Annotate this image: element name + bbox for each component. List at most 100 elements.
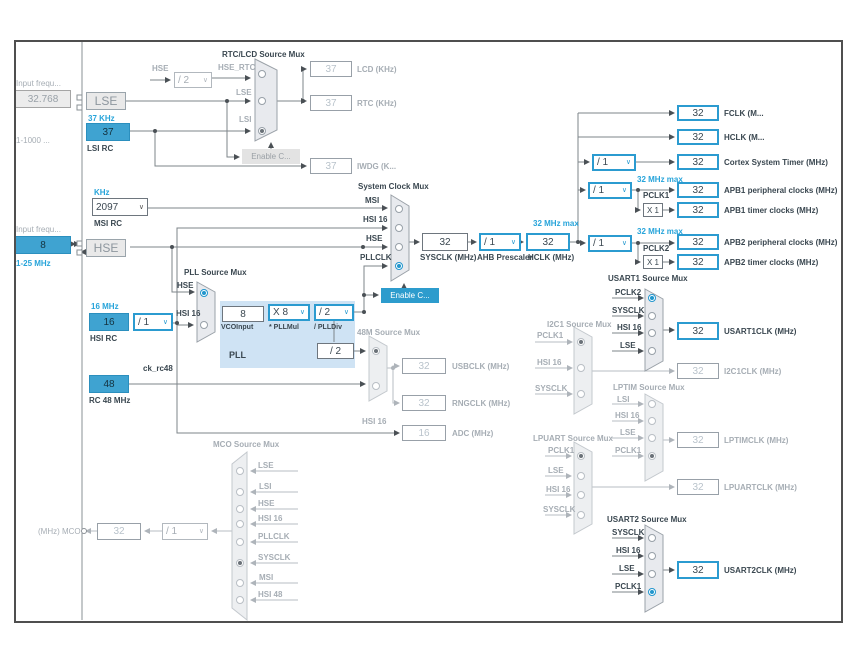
lptim-mux-radio-hsi16[interactable] <box>648 417 656 425</box>
apb2-clock-label: APB2 peripheral clocks (MHz) <box>724 238 838 247</box>
lpuart-lse-label: LSE <box>548 466 564 475</box>
pclk2-label: PCLK2 <box>643 244 670 253</box>
usart2-mux-radio-sysclk[interactable] <box>648 534 656 542</box>
lptim-lse-label: LSE <box>620 428 636 437</box>
lpuart-hsi16-label: HSI 16 <box>546 485 571 494</box>
mco-mux-radio-msi[interactable] <box>236 579 244 587</box>
pll-mux-radio-hse[interactable] <box>200 289 208 297</box>
usart1clk-label: USART1CLK (MHz) <box>724 327 797 336</box>
sys-mux-radio-msi[interactable] <box>395 205 403 213</box>
lsi-value-box: 37 <box>86 123 130 141</box>
sysclk-box[interactable]: 32 <box>422 233 468 251</box>
fclk-box[interactable]: 32 <box>677 105 719 121</box>
i2c1-mux-radio-pclk1[interactable] <box>577 338 585 346</box>
hse-input-freq-label: Input frequ... <box>16 225 61 234</box>
lptim-lsi-label: LSI <box>617 395 630 404</box>
mux48-radio-rc48[interactable] <box>372 382 380 390</box>
lptim-mux-radio-lse[interactable] <box>648 434 656 442</box>
ahb-prescaler-dropdown[interactable]: / 1 ∨ <box>479 233 521 251</box>
lpuart-mux-radio-sysclk[interactable] <box>577 511 585 519</box>
mux48-title: 48M Source Mux <box>357 328 421 337</box>
mco-divider-value: / 1 <box>166 526 178 537</box>
lpuart-mux-radio-lse[interactable] <box>577 472 585 480</box>
iwdg-clock-box: 37 <box>310 158 352 174</box>
mco-mux-radio-lsi[interactable] <box>236 488 244 496</box>
usart1clk-box[interactable]: 32 <box>677 322 719 340</box>
rngclk-box: 32 <box>402 395 446 411</box>
usart1-lse-label: LSE <box>620 341 636 350</box>
lpuart-mux-radio-hsi16[interactable] <box>577 491 585 499</box>
usart2-pclk1-label: PCLK1 <box>615 582 642 591</box>
mux48-radio-pll[interactable] <box>372 347 380 355</box>
apb2-timer-box[interactable]: 32 <box>677 254 719 270</box>
mco-hse-label: HSE <box>258 499 275 508</box>
usart2-sysclk-label: SYSCLK <box>612 528 645 537</box>
usart2clk-box[interactable]: 32 <box>677 561 719 579</box>
pll-mux-radio-hsi16[interactable] <box>200 321 208 329</box>
hclk-label: HCLK (MHz) <box>528 253 575 262</box>
fclk-label: FCLK (M... <box>724 109 764 118</box>
rngclk-label: RNGCLK (MHz) <box>452 399 511 408</box>
apb1-timer-box[interactable]: 32 <box>677 202 719 218</box>
rtc-lcd-mux-title: RTC/LCD Source Mux <box>222 50 305 59</box>
msi-freq-dropdown[interactable]: 2097 ∨ <box>92 198 148 216</box>
rtc-enable-button[interactable]: Enable C... <box>242 149 300 164</box>
sys-mux-radio-hsi16[interactable] <box>395 224 403 232</box>
rc48-label: RC 48 MHz <box>89 396 131 405</box>
lptim-mux-radio-lsi[interactable] <box>648 400 656 408</box>
mco-mux-radio-lse[interactable] <box>236 467 244 475</box>
cortex-prescaler-value: / 1 <box>597 157 609 168</box>
i2c1-mux-radio-hsi16[interactable] <box>577 364 585 372</box>
rtc-mux-radio-lsi[interactable] <box>258 127 266 135</box>
sys-hse-label: HSE <box>366 234 383 243</box>
plldiv-dropdown[interactable]: / 2 ∨ <box>314 304 354 321</box>
rtc-mux-radio-hse-rtc[interactable] <box>258 70 266 78</box>
usart2-hsi16-label: HSI 16 <box>616 546 641 555</box>
hclk-box[interactable]: 32 <box>526 233 570 251</box>
sys-mux-radio-pllclk[interactable] <box>395 262 403 270</box>
rtc-clock-box: 37 <box>310 95 352 111</box>
usart2-mux-radio-pclk1[interactable] <box>648 588 656 596</box>
mco-mux-radio-hsi16[interactable] <box>236 520 244 528</box>
apb2-clock-box[interactable]: 32 <box>677 234 719 250</box>
lpuart-mux-radio-pclk1[interactable] <box>577 452 585 460</box>
mco-hsi48-label: HSI 48 <box>258 590 283 599</box>
rtc-lsi-label: LSI <box>239 115 252 124</box>
mco-mux-radio-sysclk[interactable] <box>236 559 244 567</box>
rtc-mux-radio-lse[interactable] <box>258 97 266 105</box>
hclk-out-box[interactable]: 32 <box>677 129 719 145</box>
mco-mux-radio-pllclk[interactable] <box>236 538 244 546</box>
hsi-divider-dropdown[interactable]: / 1 ∨ <box>133 313 173 331</box>
lse-input-freq-field[interactable]: 32.768 <box>15 90 71 108</box>
usart1-mux-radio-pclk2[interactable] <box>648 294 656 302</box>
pllmul-dropdown[interactable]: X 8 ∨ <box>268 304 310 321</box>
chevron-down-icon: ∨ <box>162 318 168 326</box>
chevron-down-icon: ∨ <box>621 240 627 247</box>
usart1-mux-radio-sysclk[interactable] <box>648 312 656 320</box>
sysclk-label: SYSCLK (MHz) <box>420 253 477 262</box>
lsi-freq-label: 37 KHz <box>88 114 115 123</box>
lptim-mux-radio-pclk1[interactable] <box>648 452 656 460</box>
chevron-down-icon: ∨ <box>138 203 144 211</box>
sys-pllclk-label: PLLCLK <box>360 253 392 262</box>
mco-divider-dropdown[interactable]: / 1 ∨ <box>162 523 208 540</box>
usart2-mux-radio-hsi16[interactable] <box>648 552 656 560</box>
vco-input-box[interactable]: 8 <box>222 306 264 322</box>
sys-enable-button[interactable]: Enable C... <box>381 288 439 303</box>
cortex-timer-box[interactable]: 32 <box>677 154 719 170</box>
cortex-prescaler-dropdown[interactable]: / 1 ∨ <box>592 154 636 171</box>
hse-input-freq-field[interactable]: 8 <box>15 236 71 254</box>
msi-unit-label: KHz <box>94 188 110 197</box>
usart2-mux-radio-lse[interactable] <box>648 570 656 578</box>
apb2-prescaler-dropdown[interactable]: / 1 ∨ <box>588 235 632 252</box>
apb1-prescaler-dropdown[interactable]: / 1 ∨ <box>588 182 632 199</box>
mco-mux-radio-hsi48[interactable] <box>236 596 244 604</box>
i2c1-hsi16-label: HSI 16 <box>537 358 562 367</box>
usart1-mux-radio-hsi16[interactable] <box>648 329 656 337</box>
i2c1-mux-radio-sysclk[interactable] <box>577 390 585 398</box>
apb1-clock-box[interactable]: 32 <box>677 182 719 198</box>
rtc-hse-divider-dropdown[interactable]: / 2 ∨ <box>174 72 212 88</box>
sys-mux-radio-hse[interactable] <box>395 243 403 251</box>
mco-mux-radio-hse[interactable] <box>236 505 244 513</box>
usart1-mux-radio-lse[interactable] <box>648 347 656 355</box>
